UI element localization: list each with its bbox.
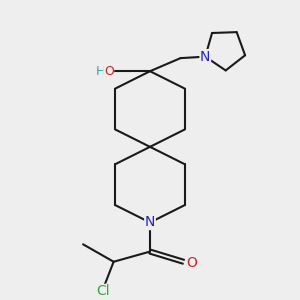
Text: O: O <box>186 256 197 270</box>
Text: N: N <box>145 215 155 230</box>
Text: N: N <box>200 50 211 64</box>
Text: H: H <box>95 65 105 78</box>
Text: Cl: Cl <box>97 284 110 298</box>
Text: O: O <box>104 65 114 78</box>
